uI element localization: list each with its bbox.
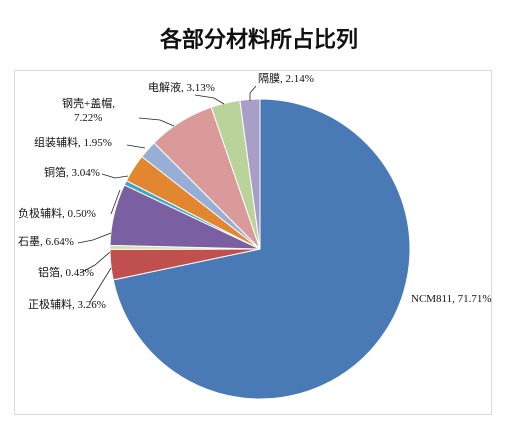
slice-label-8: 钢壳+盖帽, 7.22% (62, 96, 115, 124)
leader-line-8 (138, 117, 175, 127)
slice-label-4: 石墨, 6.64% (18, 235, 74, 248)
slice-label-1: NCM811, 71.71% (411, 293, 492, 305)
pie-slice-1 (112, 98, 411, 400)
leader-line-10 (249, 85, 257, 101)
chart-title: 各部分材料所占比列 (159, 28, 358, 53)
slice-label-7: 组装辅料, 1.95% (34, 135, 112, 149)
leader-line-2 (89, 267, 112, 303)
leader-line-3 (79, 251, 111, 274)
slice-label-6: 铜箔, 3.04% (44, 165, 100, 179)
leader-line-5 (110, 189, 121, 215)
slice-label-10: 隔膜, 2.14% (258, 72, 314, 85)
leader-line-6 (101, 173, 129, 179)
slice-label-2: 正极辅料, 3.26% (28, 297, 106, 311)
leader-line-4 (77, 232, 112, 244)
leader-line-9 (194, 94, 225, 105)
slice-label-5: 负极辅料, 0.50% (18, 206, 96, 220)
slice-label-3: 铝箔, 0.43% (38, 265, 94, 279)
leader-line-7 (126, 144, 146, 149)
slice-label-9: 电解液, 3.13% (148, 80, 215, 94)
